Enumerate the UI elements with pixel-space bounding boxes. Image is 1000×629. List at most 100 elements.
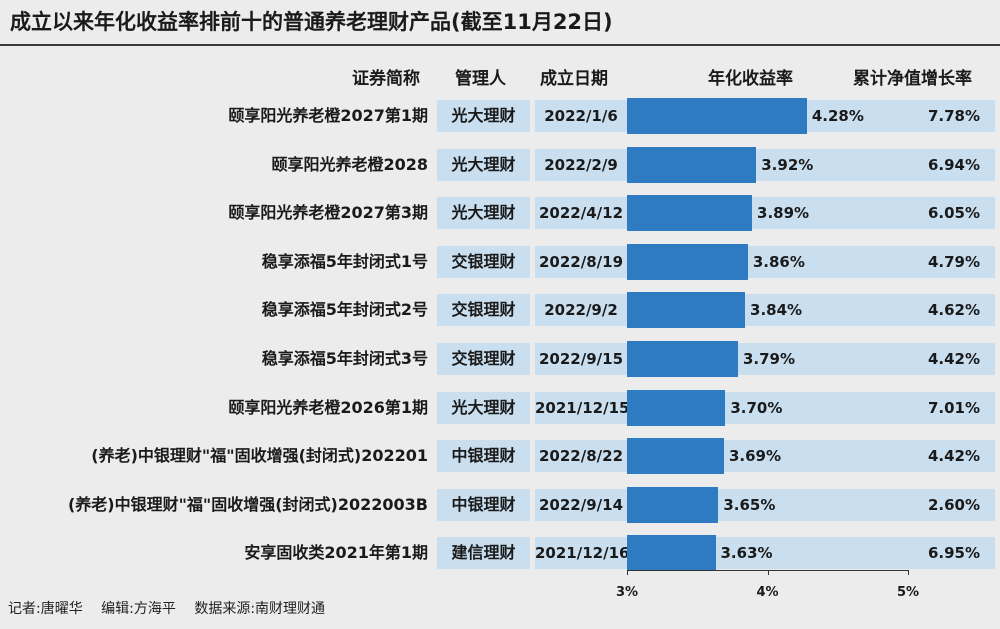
product-name: 颐享阳光养老橙2027第3期 — [228, 203, 428, 223]
date-band — [535, 343, 627, 375]
manager-cell: 光大理财 — [451, 154, 516, 174]
date-band — [535, 391, 627, 424]
cumulative-value: 4.79% — [927, 252, 980, 271]
manager-band — [437, 294, 530, 327]
table-row: (养老)中银理财"福"固收增强(封闭式)202201 中银理财 2022/8/22 3… — [0, 438, 1000, 475]
product-name: 稳享添福5年封闭式3号 — [261, 349, 428, 368]
product-name: 稳享添福5年封闭式1号 — [261, 251, 428, 271]
rate-bar — [627, 535, 716, 572]
rate-value-label: 3.65% — [723, 495, 776, 514]
rate-value-label: 3.89% — [757, 204, 810, 223]
cumulative-value: 6.05% — [927, 204, 980, 223]
header-cumulative: 累计净值增长率 — [853, 69, 972, 89]
product-name: 稳享添福5年封闭式2号 — [261, 300, 428, 320]
table-row: 颐享阳光养老橙2027第1期 光大理财 2022/1/6 4.28% 7.78% — [0, 98, 1000, 134]
manager-band — [437, 343, 530, 375]
product-name: (养老)中银理财"福"固收增强(封闭式)2022003B — [67, 494, 428, 514]
rate-bar — [627, 195, 753, 232]
manager-band — [437, 537, 530, 570]
x-tick — [767, 570, 769, 575]
rate-bar — [627, 292, 746, 329]
header-rate: 年化收益率 — [708, 69, 793, 89]
date-band — [535, 294, 627, 327]
manager-cell: 交银理财 — [451, 300, 516, 320]
date-cell: 2021/12/16 — [535, 544, 630, 563]
header-name: 证券简称 — [352, 69, 420, 89]
x-tick-label: 5% — [896, 585, 920, 600]
rate-bar — [627, 243, 748, 280]
date-band — [535, 197, 627, 230]
date-band — [535, 440, 627, 473]
product-name: (养老)中银理财"福"固收增强(封闭式)202201 — [91, 446, 428, 466]
rate-value-label: 3.79% — [742, 350, 796, 368]
rate-value-label: 3.86% — [752, 252, 805, 271]
cumulative-value: 7.01% — [927, 398, 980, 417]
rate-bar — [627, 389, 726, 426]
cumulative-value: 7.78% — [927, 107, 980, 125]
manager-cell: 中银理财 — [451, 494, 516, 514]
date-cell: 2022/8/19 — [538, 252, 624, 271]
cumulative-value: 4.62% — [927, 301, 980, 320]
product-name: 颐享阳光养老橙2028 — [271, 154, 428, 174]
rate-value-label: 4.28% — [811, 107, 864, 125]
manager-cell: 交银理财 — [451, 251, 516, 271]
product-name: 颐享阳光养老橙2026第1期 — [228, 397, 428, 417]
credit-editor: 编辑:方海平 — [101, 601, 176, 617]
date-cell: 2022/9/14 — [538, 495, 624, 514]
rate-value-label: 3.84% — [750, 301, 803, 320]
chart-title: 成立以来年化收益率排前十的普通养老理财产品(截至11月22日) — [10, 10, 613, 34]
table-row: 稳享添福5年封闭式1号 交银理财 2022/8/19 3.86% 4.79% — [0, 243, 1000, 280]
date-cell: 2021/12/15 — [535, 398, 630, 417]
header-date: 成立日期 — [540, 69, 608, 89]
date-cell: 2022/9/2 — [544, 301, 618, 320]
x-tick — [908, 570, 909, 575]
rate-value-label: 3.70% — [730, 398, 783, 417]
rate-bar — [627, 438, 724, 475]
date-cell: 2022/1/6 — [544, 107, 618, 125]
manager-band — [437, 391, 530, 424]
x-tick — [627, 570, 628, 575]
table-row: 颐享阳光养老橙2028 光大理财 2022/2/9 3.92% 6.94% — [0, 146, 1000, 183]
header-manager: 管理人 — [455, 69, 506, 89]
rate-bar — [627, 98, 807, 134]
manager-band — [437, 197, 530, 230]
manager-cell: 中银理财 — [451, 446, 516, 466]
manager-band — [437, 148, 530, 181]
table-row: 安享固收类2021年第1期 建信理财 2021/12/16 3.63% 6.95% — [0, 535, 1000, 572]
manager-cell: 光大理财 — [451, 203, 516, 223]
manager-band — [437, 245, 530, 278]
credit-source: 数据来源:南财理财通 — [194, 601, 326, 617]
date-band — [535, 488, 627, 521]
cumulative-value: 2.60% — [927, 495, 980, 514]
title-divider — [0, 44, 1000, 46]
table-row: 稳享添福5年封闭式3号 交银理财 2022/9/15 3.79% 4.42% — [0, 341, 1000, 377]
manager-cell: 光大理财 — [451, 106, 516, 125]
manager-cell: 交银理财 — [451, 349, 516, 368]
date-cell: 2022/4/12 — [538, 204, 624, 223]
x-tick-label: 4% — [756, 585, 779, 600]
credit-reporter: 记者:唐曜华 — [8, 601, 83, 617]
date-cell: 2022/8/22 — [538, 447, 624, 466]
product-name: 颐享阳光养老橙2027第1期 — [228, 106, 428, 125]
manager-cell: 光大理财 — [451, 397, 516, 417]
table-row: 稳享添福5年封闭式2号 交银理财 2022/9/2 3.84% 4.62% — [0, 292, 1000, 329]
manager-band — [437, 100, 530, 132]
rate-bar — [627, 486, 719, 523]
date-cell: 2022/9/15 — [538, 350, 624, 368]
rate-value-label: 3.63% — [720, 544, 773, 563]
table-row: 颐享阳光养老橙2027第3期 光大理财 2022/4/12 3.89% 6.05% — [0, 195, 1000, 232]
credits: 记者:唐曜华 编辑:方海平 数据来源:南财理财通 — [8, 598, 339, 618]
cumulative-value: 4.42% — [927, 447, 980, 466]
rate-bar — [627, 341, 738, 377]
cumulative-value: 6.95% — [927, 544, 980, 563]
rate-value-label: 3.92% — [761, 155, 814, 174]
x-tick-label: 3% — [615, 585, 639, 600]
rate-value-label: 3.69% — [728, 447, 781, 466]
date-band — [535, 245, 627, 278]
date-band — [535, 148, 627, 181]
date-cell: 2022/2/9 — [544, 155, 618, 174]
manager-band — [437, 440, 530, 473]
date-band — [535, 100, 627, 132]
product-name: 安享固收类2021年第1期 — [244, 543, 428, 563]
date-band — [535, 537, 627, 570]
